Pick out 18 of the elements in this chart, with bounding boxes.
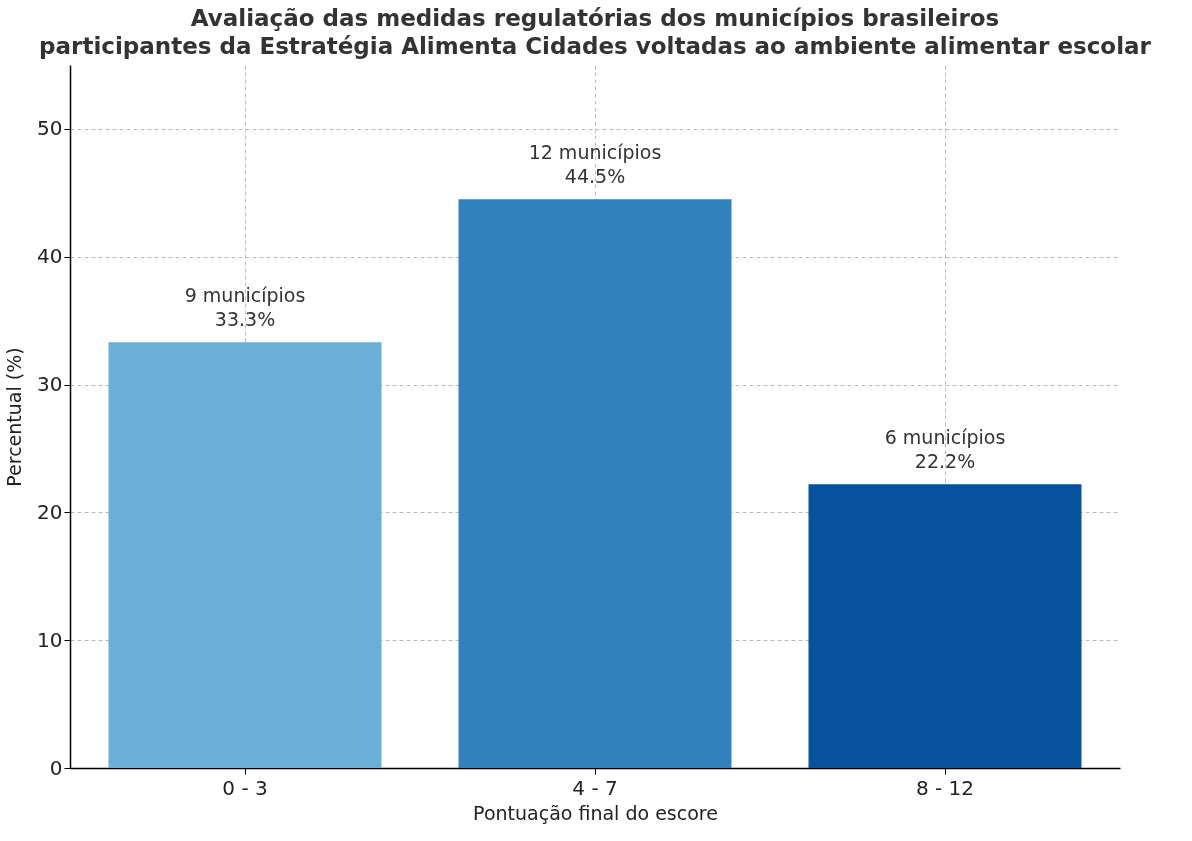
chart-title: Avaliação das medidas regulatórias dos municípios brasileiros participantes da Estratégia Alimenta Cidades voltadas ao ambiente alimentar escolar [39,5,1152,59]
x-tick-label: 8 - 12 [915,775,975,800]
x-tick-label: 4 - 7 [572,775,618,800]
y-tick-label: 20 [37,499,63,524]
data-label: 6 municípios 22.2% [884,426,1006,473]
data-label: 9 municípios 33.3% [184,284,306,331]
bar [108,342,382,768]
y-tick-label: 40 [37,244,63,269]
x-axis-title: Pontuação final do escore [473,801,718,824]
y-tick-label: 30 [37,372,63,397]
y-tick-label: 50 [37,116,63,141]
y-axis-title: Percentual (%) [3,347,26,487]
bar [458,199,732,768]
x-tick-label: 0 - 3 [222,775,268,800]
bar [808,484,1082,768]
data-label: 12 municípios 44.5% [528,141,662,188]
y-tick-label: 10 [37,627,63,652]
y-tick-label: 0 [49,755,63,780]
